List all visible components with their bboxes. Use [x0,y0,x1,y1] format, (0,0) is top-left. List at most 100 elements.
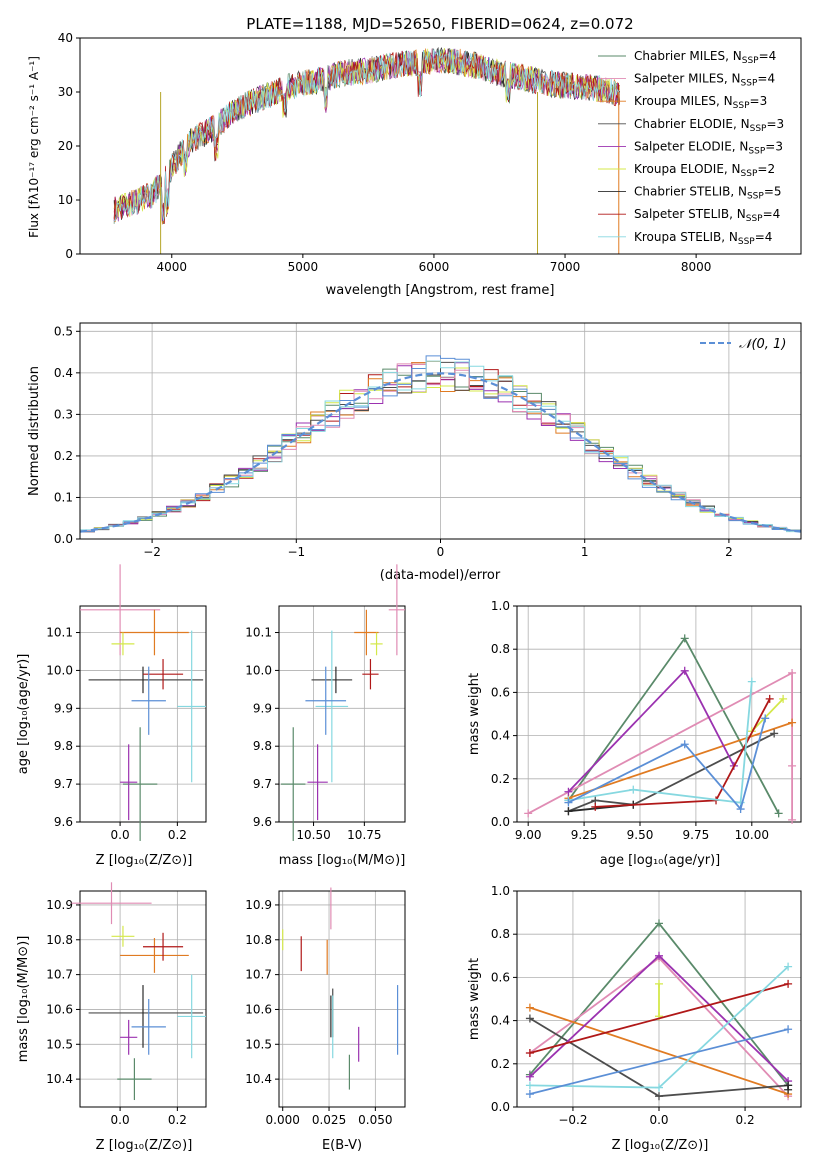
error-point [120,609,189,656]
x-tick-label: 9.25 [571,828,598,842]
error-point [117,1058,152,1101]
weight-point [629,785,638,794]
y-tick-label: 0.2 [54,449,73,463]
x-tick-label: 9.75 [683,828,710,842]
histogram-series [80,355,801,533]
y-tick-label: 0.4 [54,366,73,380]
x-tick-label: 8000 [681,260,712,274]
weight-point [525,1003,534,1012]
error-point [388,564,405,656]
error-point [177,974,206,1059]
error-point [131,999,166,1055]
weight-point [747,677,756,686]
y-tick-label: 10.1 [46,626,73,640]
x-tick-label: −1 [287,545,305,559]
weight-point [761,714,770,723]
y-tick-label: 9.6 [253,815,272,829]
legend-entry: Kroupa STELIB, NSSP=4 [634,230,772,247]
weight-point [525,1090,534,1099]
y-tick-label: 0.2 [491,772,510,786]
y-tick-label: 40 [58,31,73,45]
y-tick-label: 9.7 [54,777,73,791]
grid [279,891,405,1107]
weight-point [779,694,788,703]
y-tick-label: 0.2 [491,1057,510,1071]
y-tick-label: 10.0 [46,663,73,677]
age-mass-panel: 10.50 10.75 9.6 9.7 9.8 9.9 10.0 10.1 [245,564,406,842]
error-point [307,744,328,821]
weight-point [564,798,573,807]
x-tick-label: −0.2 [558,1113,587,1127]
error-point [177,630,206,783]
legend-entry: Chabrier STELIB, NSSP=5 [634,185,782,202]
spectrum-xlabel: wavelength [Angstrom, rest frame] [326,283,555,298]
weight-point [655,951,663,960]
error-point [71,882,152,925]
y-tick-label: 0.5 [54,324,73,338]
x-tick-label: 5000 [288,260,319,274]
y-tick-label: 9.8 [54,739,73,753]
histogram-series [80,367,801,532]
weight-series-line [529,1006,789,1095]
axes-frame [79,37,802,255]
axes-frame [516,890,802,1108]
x-tick-label: 10.50 [296,828,330,842]
legend-entry: Chabrier MILES, NSSP=4 [634,49,776,66]
weight-point [525,1049,534,1057]
legend-entry: Salpeter ELODIE, NSSP=3 [634,139,783,156]
weight-point [655,919,663,928]
y-tick-label: 9.8 [253,739,272,753]
y-tick-label: 9.9 [54,701,73,715]
x-tick-label: 6000 [419,260,450,274]
weight-z-panel: −0.2 0.0 0.2 0.0 0.2 0.4 0.6 0.8 1.0 [491,884,802,1127]
y-tick-label: 0.0 [491,1100,510,1114]
x-tick-label: 0.000 [266,1113,300,1127]
y-tick-label: 10.4 [46,1072,73,1086]
error-point [281,727,306,841]
mass-z-ylabel: mass [log₁₀(M/M⊙)] [16,936,31,1063]
error-point [143,659,184,690]
error-point [305,666,347,735]
weight-point [736,805,745,814]
weight-point [765,694,774,703]
error-point [80,564,161,656]
weight-series-line [529,1028,789,1095]
weight-point [788,761,797,770]
y-tick-label: 10.5 [245,1037,272,1051]
y-tick-label: 1.0 [491,599,510,613]
axes-frame [79,890,207,1108]
age-mass-xlabel: mass [log₁₀(M/M⊙)] [279,853,406,868]
weight-series-line [568,732,775,813]
x-tick-label: 0.0 [649,1113,668,1127]
figure-title: PLATE=1188, MJD=52650, FIBERID=0624, z=0… [246,15,633,33]
y-tick-label: 10.0 [245,663,272,677]
residual-xlabel: (data-model)/error [380,568,501,583]
y-tick-label: 10.1 [245,626,272,640]
legend-entry: Kroupa ELODIE, NSSP=2 [634,162,775,179]
y-tick-label: 0.3 [54,407,73,421]
axes-frame [79,322,802,540]
y-tick-label: 0 [65,247,73,261]
x-tick-label: 0.2 [736,1113,755,1127]
weight-series-line [529,983,789,1054]
grid [517,605,801,823]
y-tick-label: 0.8 [491,927,510,941]
weight-series-line [568,681,753,804]
spectrum-legend: Chabrier MILES, NSSP=4 Salpeter MILES, NS… [598,49,784,247]
y-tick-label: 10.7 [245,968,272,982]
weight-point [680,740,689,749]
y-tick-label: 0.0 [491,815,510,829]
mass-z-panel: 0.0 0.2 10.4 10.5 10.6 10.7 10.8 10.9 [46,882,207,1127]
grid [279,606,405,823]
error-point [111,632,135,656]
y-tick-label: 0.6 [491,685,510,699]
weight-point [564,787,573,796]
age-z-xlabel: Z [log₁₀(Z/Z⊙)] [96,853,193,868]
weight-point [774,809,783,818]
y-tick-label: 10.6 [46,1002,73,1016]
weight-point [784,1025,793,1034]
error-point [111,925,135,947]
weight-age-ylabel: mass weight [467,673,482,755]
axes-frame [79,605,207,823]
y-tick-label: 9.7 [253,777,272,791]
